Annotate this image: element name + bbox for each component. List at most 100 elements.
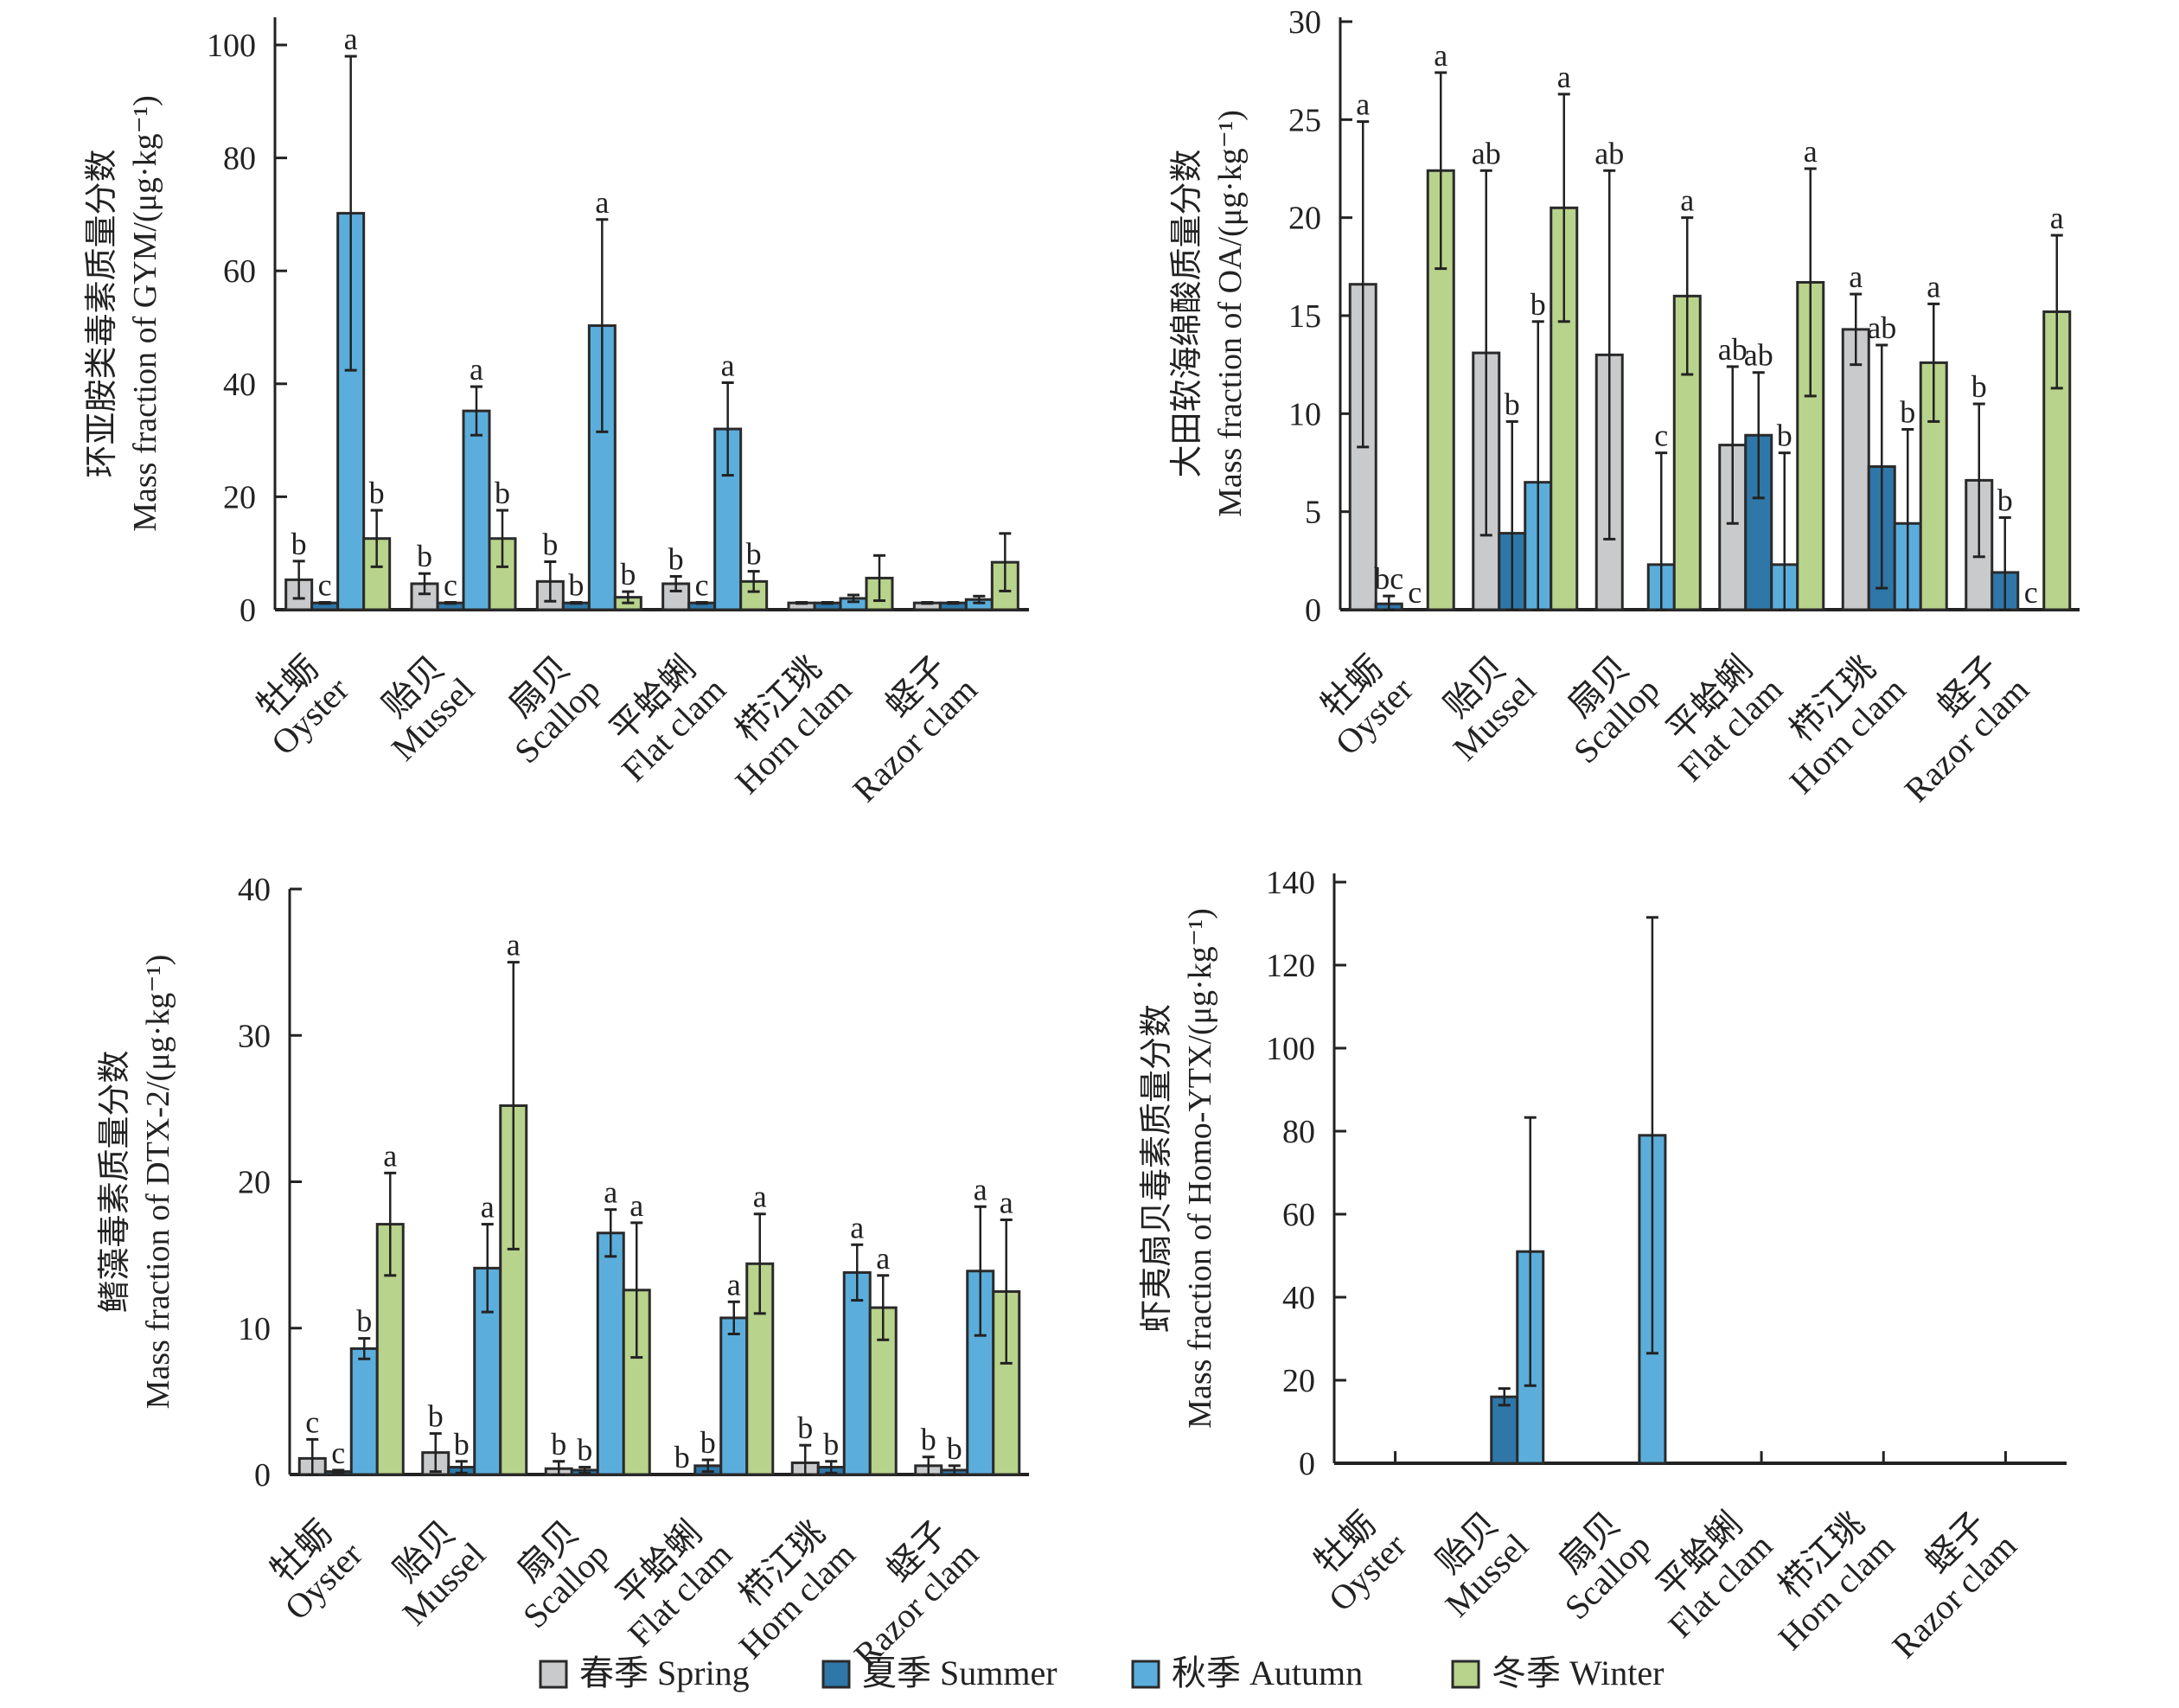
significance-label: a [1849, 259, 1863, 294]
y-tick-label: 20 [1288, 201, 1321, 237]
y-tick-label: 60 [223, 253, 256, 290]
significance-label: b [700, 1425, 716, 1460]
significance-label: a [507, 928, 521, 963]
bar [1841, 328, 1870, 611]
y-tick-label: 20 [238, 1165, 271, 1201]
significance-label: b [668, 541, 684, 576]
significance-label: c [318, 568, 332, 603]
bar [596, 1231, 625, 1476]
significance-label: b [1505, 387, 1520, 421]
significance-label: a [876, 1241, 890, 1276]
y-tick-label: 60 [1282, 1197, 1315, 1233]
chart-panel-1: 0 20 40 60 80 100 环亚胺类毒素质量分数 Mass fraction of G… [84, 17, 1029, 809]
significance-label: b [921, 1423, 936, 1457]
y-axis-title: Mass fraction of GYM/(μg·kg⁻¹) [127, 95, 163, 532]
significance-label: a [481, 1190, 495, 1225]
significance-label: b [356, 1304, 372, 1339]
chart-panel-4: 0 20 40 60 80 100 120 140 虾夷扇贝毒素质量分数 Mass fractio… [1139, 865, 2067, 1666]
significance-label: c [444, 568, 457, 603]
legend-swatch [1131, 1660, 1160, 1689]
bar [842, 1270, 872, 1476]
significance-label: a [1557, 60, 1571, 94]
y-tick-label: 0 [240, 592, 256, 629]
significance-label: b [674, 1440, 690, 1475]
significance-label: a [470, 352, 483, 387]
y-axis-title-cn: 大田软海绵酸质量分数 [1169, 149, 1205, 477]
y-axis-title: Mass fraction of OA/(μg·kg⁻¹) [1212, 110, 1249, 517]
y-axis-title-cn: 环亚胺类毒素质量分数 [84, 149, 120, 477]
significance-label: b [746, 537, 762, 572]
y-tick-label: 25 [1288, 102, 1321, 138]
significance-label: b [1530, 287, 1546, 322]
significance-label: a [1927, 269, 1940, 304]
y-tick-label: 140 [1266, 865, 1315, 901]
significance-label: ab [1472, 136, 1501, 170]
significance-label: b [1900, 394, 1915, 429]
y-tick-label: 10 [1288, 396, 1321, 432]
legend-swatch [821, 1660, 851, 1689]
significance-label: a [727, 1267, 741, 1302]
significance-label: b [291, 527, 307, 561]
significance-label: b [369, 476, 385, 510]
y-tick-label: 10 [238, 1311, 271, 1347]
chart-panel-3: 0 10 20 30 40 鳍藻毒素质量分数 Mass fraction of DTX-2/… [97, 872, 1029, 1674]
significance-label: b [1777, 419, 1792, 453]
bar [462, 409, 491, 611]
significance-label: b [620, 557, 636, 592]
y-tick-label: 15 [1288, 298, 1321, 335]
y-tick-label: 40 [238, 872, 271, 908]
y-tick-label: 80 [1282, 1114, 1315, 1150]
significance-label: a [344, 22, 358, 56]
y-tick-label: 30 [1288, 4, 1321, 41]
significance-label: a [1000, 1186, 1013, 1220]
significance-label: b [495, 476, 510, 510]
y-tick-label: 20 [223, 479, 256, 515]
significance-label: a [850, 1210, 864, 1244]
y-axis-title-cn: 鳍藻毒素质量分数 [97, 1050, 133, 1313]
significance-label: b [577, 1433, 592, 1468]
significance-label: a [753, 1180, 767, 1214]
significance-label: b [1971, 369, 1987, 404]
y-tick-label: 100 [207, 28, 256, 64]
y-axis-title: Mass fraction of DTX-2/(μg·kg⁻¹) [140, 955, 176, 1410]
bar [719, 1316, 749, 1476]
y-tick-label: 120 [1266, 948, 1315, 984]
legend-swatch [1451, 1660, 1480, 1689]
significance-label: ab [1718, 332, 1748, 367]
significance-label: a [1356, 87, 1370, 122]
bar [349, 1347, 379, 1476]
chart-panel-2: 0 5 10 15 20 25 30 大田软海绵酸质量分数 Mass fraction of O… [1169, 4, 2080, 809]
legend-item: 冬季 Winter [1451, 1654, 1664, 1692]
significance-label: a [1680, 183, 1694, 218]
significance-label: a [383, 1138, 397, 1173]
y-tick-label: 0 [254, 1457, 271, 1494]
significance-label: b [542, 527, 558, 561]
significance-label: ab [1867, 310, 1896, 345]
significance-label: b [568, 568, 584, 603]
y-tick-label: 5 [1305, 495, 1321, 531]
y-tick-label: 40 [223, 367, 256, 403]
significance-label: b [1997, 483, 2013, 517]
bar [1490, 1395, 1519, 1465]
significance-label: c [331, 1436, 345, 1470]
y-tick-label: 80 [223, 141, 256, 177]
legend-label: 秋季 Autumn [1172, 1654, 1363, 1692]
significance-label: a [721, 348, 735, 382]
legend-item: 夏季 Summer [821, 1654, 1058, 1692]
significance-label: c [695, 568, 709, 603]
y-axis-title-cn: 虾夷扇贝毒素质量分数 [1139, 1004, 1175, 1333]
significance-label: b [428, 1399, 444, 1434]
significance-label: bc [1374, 561, 1403, 596]
y-tick-label: 30 [238, 1018, 271, 1054]
significance-label: a [595, 185, 609, 220]
significance-label: a [629, 1188, 643, 1223]
significance-label: b [454, 1427, 470, 1462]
y-tick-label: 0 [1305, 592, 1321, 629]
significance-label: a [1434, 38, 1447, 73]
legend-label: 夏季 Summer [862, 1654, 1058, 1692]
legend-item: 秋季 Autumn [1131, 1654, 1363, 1692]
significance-label: c [2024, 575, 2038, 610]
significance-label: a [1804, 134, 1818, 169]
y-tick-label: 100 [1266, 1031, 1315, 1067]
significance-label: a [974, 1172, 987, 1206]
